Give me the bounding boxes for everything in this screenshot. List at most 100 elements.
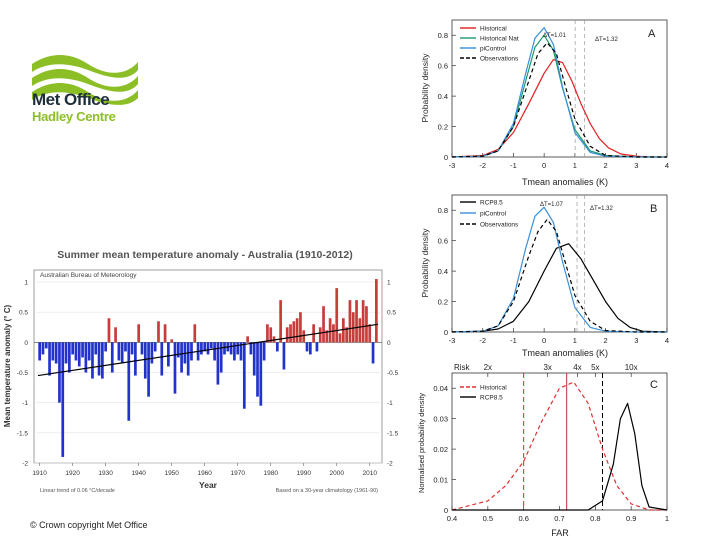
risk-tick-label: 10x (625, 363, 638, 372)
panel-b-letter: B (650, 203, 657, 215)
bar (335, 288, 339, 343)
bar (269, 327, 273, 343)
bar (275, 342, 279, 352)
y-tick-label-right: 0 (387, 340, 391, 347)
bar (361, 300, 365, 343)
x-tick-label: 1990 (296, 470, 311, 477)
bar (229, 342, 233, 355)
x-tick-label: -2 (479, 336, 486, 345)
legend-label: RCP8.5 (480, 200, 503, 207)
bar (110, 342, 114, 373)
bar (193, 324, 197, 343)
legend-label: piControl (480, 46, 507, 53)
bar (322, 306, 325, 343)
bar (246, 336, 249, 343)
y-tick-label-left: -1 (22, 400, 28, 407)
x-tick-label: 2 (603, 161, 607, 170)
bar (150, 342, 154, 364)
bar (289, 324, 292, 343)
bar (318, 327, 322, 343)
bar (41, 342, 45, 355)
bar (173, 342, 177, 394)
risk-tick-label: 4x (573, 363, 581, 372)
bar (206, 342, 210, 355)
x-tick-label: 4 (665, 336, 669, 345)
bar (239, 342, 243, 361)
y-axis-label: Mean temperature anomaly (° C) (3, 304, 12, 427)
y-tick-label: 0 (444, 506, 448, 515)
far-panel-c: 0.4 0.5 0.6 0.7 0.8 0.9 1 0 0.01 0.02 0.03 0.04 2x 3… (417, 363, 669, 538)
y-tick-label: 0.2 (438, 298, 448, 307)
x-tick-label: 1920 (65, 470, 80, 477)
legend-label: Historical Nat (480, 36, 519, 43)
bar (374, 279, 378, 343)
footnote-right: Based on a 30-year climatology (1961-90) (276, 488, 379, 494)
y-tick-label: 0.4 (438, 92, 448, 101)
bar (120, 342, 124, 364)
copyright-notice: © Crown copyright Met Office (30, 520, 148, 530)
x-tick-label: 0.9 (626, 514, 636, 523)
x-tick-label: -1 (510, 336, 517, 345)
bar (219, 342, 223, 373)
bar (84, 342, 88, 373)
y-tick-label-left: 1 (24, 280, 28, 287)
bar (38, 342, 42, 361)
bar (44, 342, 48, 349)
bar (341, 318, 345, 343)
bar (266, 324, 269, 343)
x-axis-label: Year (199, 480, 218, 490)
pdf-panel-a: -3 -2 -1 0 1 2 3 400.20.40.60.8 HistoricalHisto… (420, 19, 669, 187)
bar (101, 342, 104, 379)
bar (358, 318, 362, 343)
panel-b-y-label: Probability density (420, 228, 430, 298)
panel-c-letter: C (650, 379, 658, 391)
y-tick-label: 0.03 (433, 415, 448, 424)
x-tick-label: -3 (449, 161, 456, 170)
panel-a-annotation-1: ΔT=1.01 (543, 33, 567, 39)
y-tick-labels-right: 1 0.5 0 -0.5 -1 -1.5 -2 (387, 280, 399, 468)
panel-c-ticks: 0.4 0.5 0.6 0.7 0.8 0.9 1 0 0.01 0.02 0.03 0.04 (433, 384, 669, 523)
y-tick-label: 0.6 (438, 237, 448, 246)
series-line (451, 381, 667, 511)
bar (351, 312, 355, 343)
bar (308, 342, 312, 355)
series-line (452, 402, 668, 511)
legend-label: Historical (480, 26, 507, 33)
bar (365, 306, 368, 343)
y-tick-label: 0.8 (438, 206, 448, 215)
bar (282, 342, 286, 370)
y-tick-label-right: 0.5 (387, 310, 396, 317)
bar (203, 342, 207, 352)
bar (97, 342, 101, 376)
bar (242, 342, 246, 409)
panel-c-y-label: Normalised probability density (417, 393, 426, 493)
panel-a-legend: Historical Historical Nat piControl Observa… (460, 26, 519, 63)
y-tick-label: 0.2 (438, 123, 448, 132)
bar (64, 342, 68, 364)
panel-b-x-label: Tmean anomalies (K) (522, 348, 608, 358)
bar (371, 342, 375, 364)
bar (157, 321, 160, 343)
y-tick-label: 0 (444, 328, 448, 337)
bar (68, 342, 71, 373)
x-tick-label: 0.7 (554, 514, 564, 523)
x-tick-label: 1910 (32, 470, 47, 477)
x-tick-label: -1 (510, 161, 517, 170)
x-tick-label: -2 (479, 161, 486, 170)
bar (107, 318, 111, 343)
panel-b-markers (576, 195, 586, 332)
bar (236, 342, 240, 355)
bar (176, 342, 180, 358)
series-line (451, 42, 667, 158)
bar (137, 324, 141, 343)
bar (54, 342, 58, 364)
bar (312, 324, 315, 343)
x-tick-label: 1950 (164, 470, 179, 477)
y-tick-label-right: 1 (387, 280, 391, 287)
bar (186, 342, 190, 376)
y-tick-label-left: 0 (24, 340, 28, 347)
bar (94, 342, 98, 355)
bar (295, 318, 299, 343)
bar (285, 327, 289, 343)
legend-label: Observations (480, 222, 519, 229)
